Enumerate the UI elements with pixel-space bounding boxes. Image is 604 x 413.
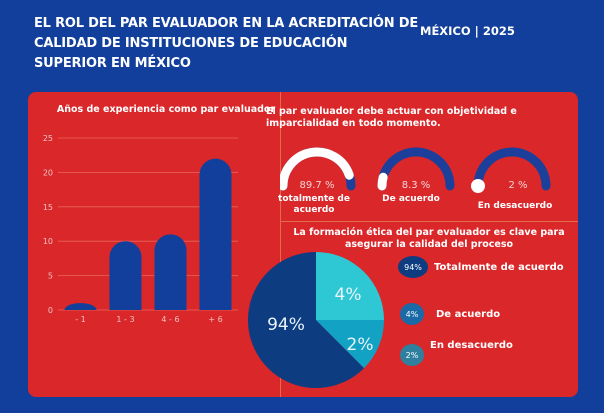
pie-slice: [316, 320, 384, 369]
pie-slice: [316, 252, 384, 320]
x-tick-label: + 6: [208, 315, 222, 324]
bar: [154, 234, 187, 310]
gauge-section-title-text: El par evaluador debe actuar con objetiv…: [266, 106, 517, 129]
vertical-divider: [280, 92, 281, 397]
legend-label-2: De acuerdo: [436, 308, 501, 320]
pie-title-line-1: La formación ética del par evaluador es …: [293, 227, 565, 238]
gauge-label-2: De acuerdo: [366, 194, 456, 205]
gauge-label-1-line-2: acuerdo: [293, 205, 335, 215]
gauge-fill: [280, 147, 354, 191]
gauge-track: [377, 147, 455, 191]
title-line-1: EL ROL DEL PAR EVALUADOR EN LA ACREDITAC…: [34, 16, 419, 31]
y-tick-label: 0: [48, 306, 53, 315]
gauge-label-3: En desacuerdo: [470, 201, 560, 212]
legend-item-1: 94% Totalmente de acuerdo: [398, 256, 564, 278]
y-tick-label: 20: [43, 168, 53, 177]
pie-slice: [247, 252, 365, 388]
bar-chart: 0 5 10 15 20 25 - 1 1 - 3 4 - 6 + 6: [43, 134, 238, 324]
legend-label-3: En desacuerdo: [430, 340, 513, 351]
pie-label: 2%: [347, 335, 374, 355]
location-year: MÉXICO | 2025: [420, 24, 515, 38]
y-tick-label: 15: [43, 203, 53, 212]
gauge-value: 89.7 %: [300, 180, 335, 191]
pie-section-title: La formación ética del par evaluador es …: [280, 227, 578, 251]
x-tick-label: 4 - 6: [161, 315, 179, 324]
bar: [64, 303, 97, 310]
y-tick-label: 5: [48, 272, 53, 281]
legend-dot-2: 4%: [400, 303, 424, 325]
legend-item-3: 2% En desacuerdo: [400, 340, 513, 366]
horizontal-divider: [280, 221, 578, 222]
legend-dot-1: 94%: [398, 256, 428, 278]
y-tick-label: 10: [43, 237, 53, 246]
gauge-section-title: El par evaluador debe actuar con objetiv…: [264, 106, 564, 130]
pie-title-line-2: asegurar la calidad del proceso: [344, 239, 514, 250]
gauge-value: 2 %: [508, 180, 527, 191]
pie-label: 94%: [267, 315, 305, 335]
gauge-value: 8.3 %: [402, 180, 431, 191]
gauge-label-1: totalmente de acuerdo: [264, 194, 364, 216]
gauge-fill: [377, 172, 388, 191]
title-line-2: CALIDAD DE INSTITUCIONES DE EDUCACIÓN: [34, 36, 348, 51]
x-tick-label: - 1: [75, 315, 86, 324]
title-line-3: SUPERIOR EN MÉXICO: [34, 56, 191, 71]
pie-label: 4%: [335, 285, 362, 305]
bar: [199, 158, 232, 310]
gauge-group: 89.7 % 8.3 % 2 %: [280, 147, 551, 193]
y-tick-label: 25: [43, 134, 53, 143]
x-tick-label: 1 - 3: [116, 315, 134, 324]
content-panel: Años de experiencia como par evaluador 0…: [28, 92, 578, 397]
legend-item-2: 4% De acuerdo: [400, 303, 500, 325]
legend-label-1: Totalmente de acuerdo: [434, 261, 564, 273]
bar: [109, 241, 142, 310]
pie-chart: 94% 4% 2%: [247, 252, 384, 388]
gauge-label-1-line-1: totalmente de: [278, 194, 350, 204]
gauge-label-3-line-1: En desacuerdo: [477, 201, 553, 211]
legend-dot-3: 2%: [400, 344, 424, 366]
bar-chart-title: Años de experiencia como par evaluador: [56, 104, 276, 115]
gauge-track: [473, 147, 551, 191]
page-title: EL ROL DEL PAR EVALUADOR EN LA ACREDITAC…: [34, 14, 419, 74]
gauge-label-2-line-1: De acuerdo: [382, 194, 440, 204]
gauge-fill: [471, 179, 485, 193]
